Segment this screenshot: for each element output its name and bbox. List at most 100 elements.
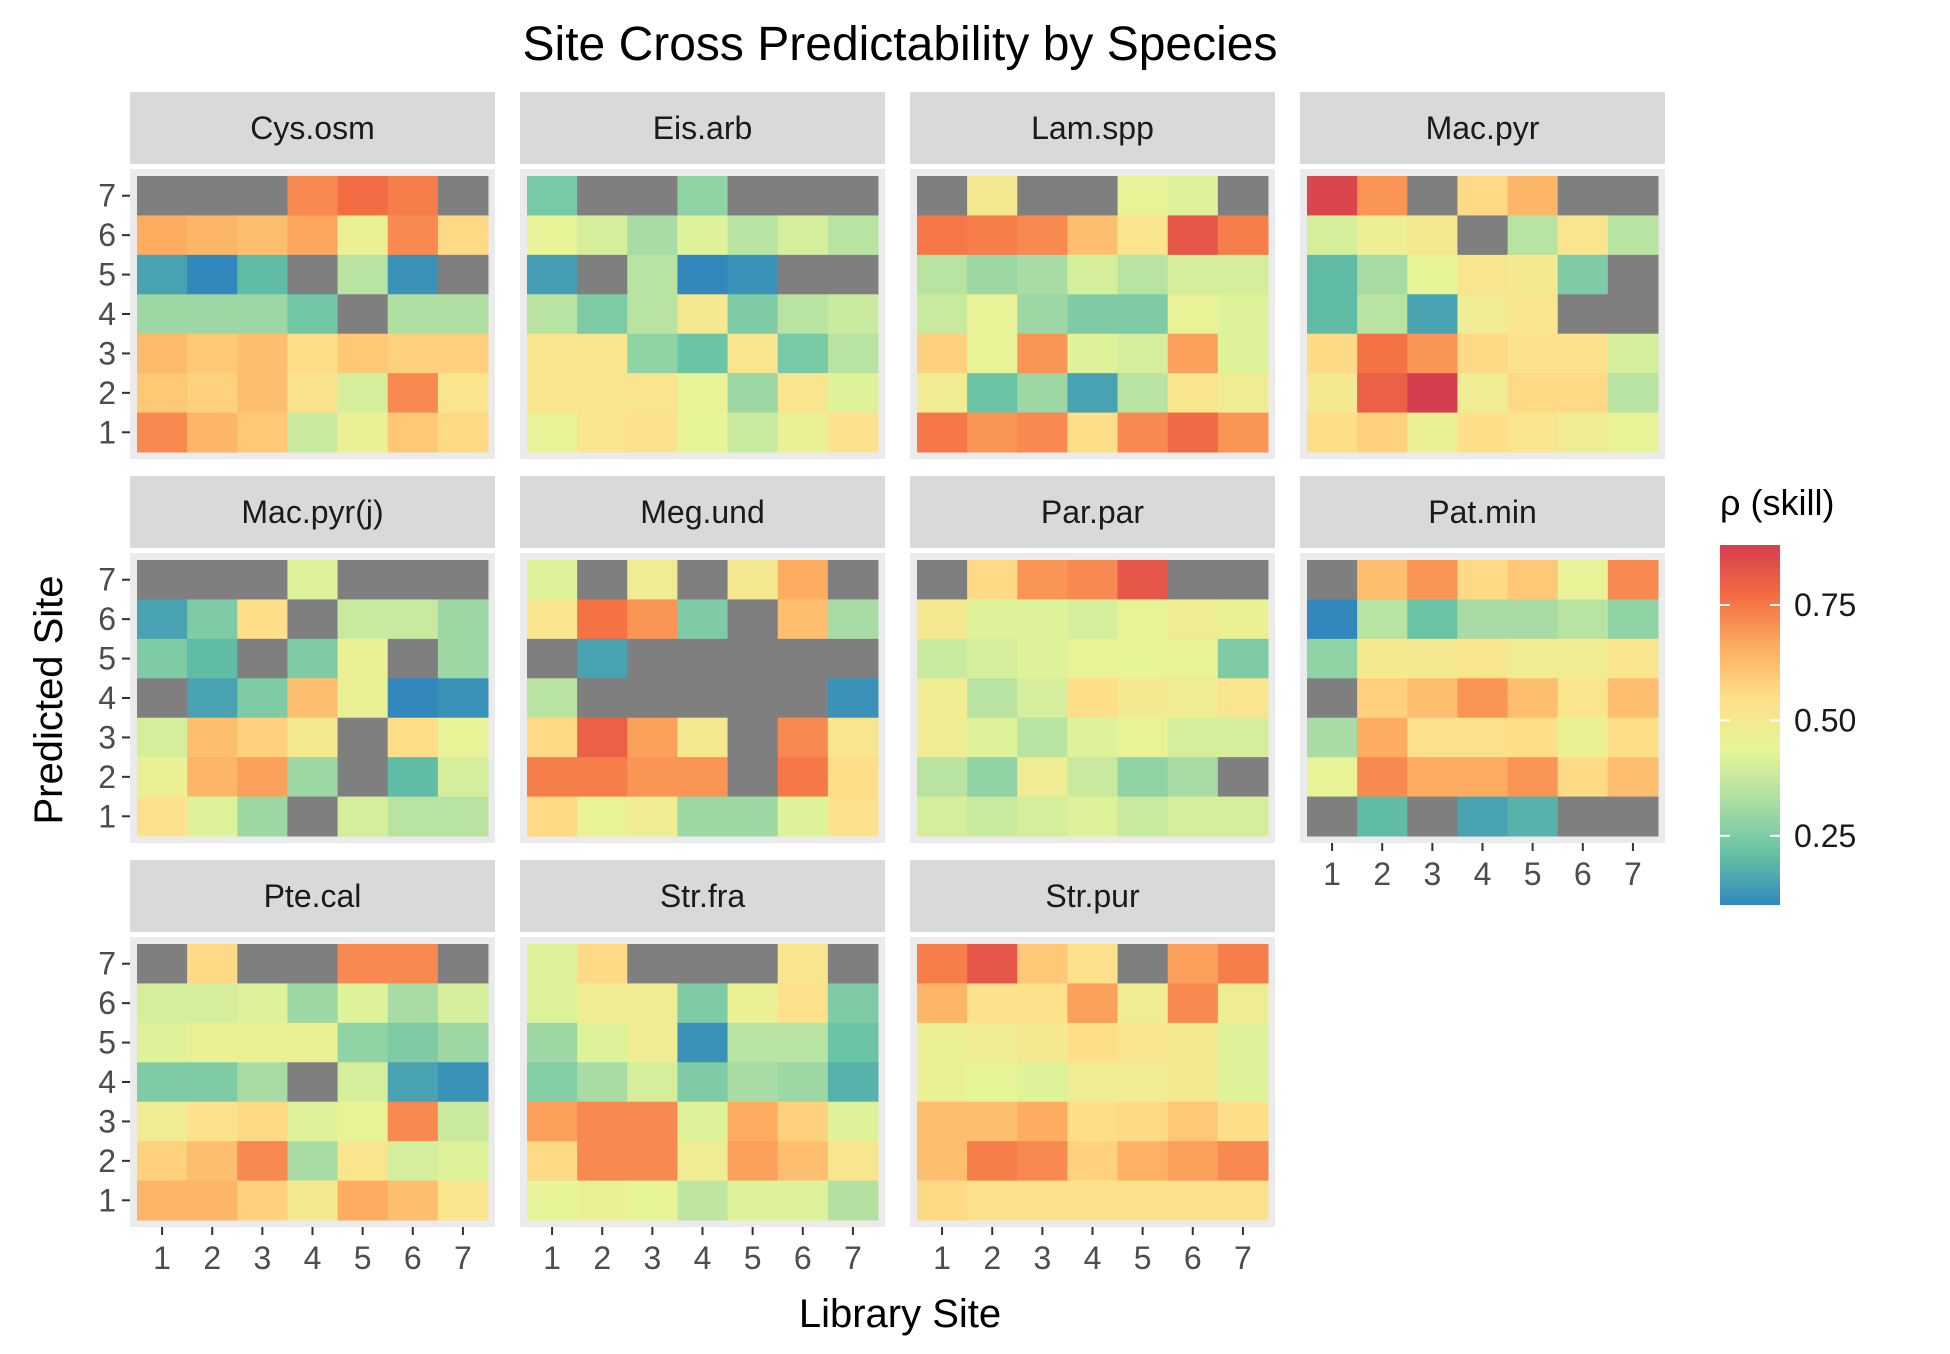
heatmap-cell — [727, 717, 779, 758]
heatmap-cell — [1117, 1101, 1169, 1142]
heatmap-cell — [1117, 1180, 1169, 1221]
heatmap-cell — [1017, 757, 1068, 798]
heatmap-cell — [1117, 599, 1169, 640]
heatmap-cell — [1167, 1141, 1219, 1182]
heatmap-cell — [1557, 638, 1609, 679]
heatmap-cell — [237, 1180, 288, 1221]
heatmap-cell — [917, 638, 968, 679]
heatmap-cell — [527, 944, 578, 984]
heatmap-cell — [1167, 944, 1219, 984]
heatmap-cell — [1067, 678, 1119, 719]
heatmap-cell — [777, 254, 829, 295]
heatmap-cell — [1357, 215, 1408, 256]
heatmap-cell — [777, 373, 829, 414]
heatmap-cell — [727, 796, 779, 837]
heatmap-cell — [967, 944, 1018, 984]
heatmap-cell — [337, 944, 389, 984]
heatmap-cell — [387, 1022, 439, 1063]
facet-panel: Lam.spp — [910, 92, 1275, 459]
heatmap-cell — [1457, 717, 1509, 758]
heatmap-cell — [1067, 638, 1119, 679]
heatmap-cell — [1067, 333, 1119, 374]
heatmap-cell — [337, 757, 389, 798]
heatmap-cell — [1307, 678, 1358, 719]
heatmap-cell — [1217, 757, 1269, 798]
heatmap-cell — [1507, 560, 1559, 600]
heatmap-cell — [337, 717, 389, 758]
heatmap-cell — [727, 1180, 779, 1221]
heatmap-cell — [1117, 1141, 1169, 1182]
heatmap-cell — [137, 796, 188, 837]
heatmap-cell — [627, 944, 678, 984]
legend-tick-label: 0.75 — [1794, 587, 1856, 623]
heatmap-cell — [337, 412, 389, 453]
heatmap-cell — [727, 254, 779, 295]
heatmap-cell — [967, 215, 1018, 256]
heatmap-cell — [387, 294, 439, 335]
heatmap-cell — [577, 254, 628, 295]
heatmap-cell — [627, 176, 678, 216]
heatmap-cell — [287, 599, 339, 640]
heatmap-cell — [967, 333, 1018, 374]
heatmap-cell — [237, 1141, 288, 1182]
heatmap-cell — [1167, 796, 1219, 837]
heatmap-cell — [137, 333, 188, 374]
y-tick-label: 2 — [98, 375, 116, 411]
heatmap-cell — [1167, 1180, 1219, 1221]
heatmap-cell — [1457, 678, 1509, 719]
heatmap-cell — [627, 215, 678, 256]
heatmap-cell — [527, 176, 578, 216]
heatmap-cell — [627, 678, 678, 719]
heatmap-cell — [287, 412, 339, 453]
heatmap-cell — [237, 1022, 288, 1063]
heatmap-cell — [437, 757, 489, 798]
heatmap-cell — [187, 944, 238, 984]
heatmap-cell — [1557, 757, 1609, 798]
heatmap-cell — [1507, 176, 1559, 216]
heatmap-cell — [1217, 944, 1269, 984]
heatmap-cell — [827, 678, 879, 719]
heatmap-cell — [627, 1180, 678, 1221]
heatmap-cell — [387, 599, 439, 640]
heatmap-cell — [627, 796, 678, 837]
heatmap-cell — [437, 1062, 489, 1103]
heatmap-cell — [187, 983, 238, 1024]
heatmap-cell — [1557, 176, 1609, 216]
heatmap-cell — [1507, 254, 1559, 295]
heatmap-cell — [727, 412, 779, 453]
heatmap-cell — [827, 373, 879, 414]
heatmap-cell — [777, 796, 829, 837]
heatmap-cell — [437, 1022, 489, 1063]
heatmap-cell — [137, 1180, 188, 1221]
heatmap-cell — [437, 560, 489, 600]
heatmap-cell — [1217, 373, 1269, 414]
heatmap-cell — [1607, 176, 1659, 216]
heatmap-cell — [677, 796, 729, 837]
heatmap-cell — [1017, 560, 1068, 600]
heatmap-cell — [187, 333, 238, 374]
heatmap-cell — [1017, 678, 1068, 719]
heatmap-cell — [287, 176, 339, 216]
heatmap-cell — [1117, 254, 1169, 295]
heatmap-cell — [1407, 678, 1458, 719]
heatmap-cell — [137, 983, 188, 1024]
heatmap-cell — [387, 176, 439, 216]
heatmap-cell — [1217, 1141, 1269, 1182]
facet-strip-label: Eis.arb — [653, 110, 753, 146]
heatmap-cell — [1507, 333, 1559, 374]
heatmap-cell — [1457, 599, 1509, 640]
heatmap-cell — [237, 678, 288, 719]
heatmap-cell — [287, 333, 339, 374]
heatmap-cell — [1167, 215, 1219, 256]
facet-strip-label: Mac.pyr(j) — [241, 494, 383, 530]
heatmap-cell — [237, 944, 288, 984]
heatmap-cell — [1307, 757, 1358, 798]
heatmap-cell — [1357, 176, 1408, 216]
heatmap-cell — [1067, 560, 1119, 600]
heatmap-cell — [187, 215, 238, 256]
heatmap-cell — [387, 944, 439, 984]
heatmap-cell — [577, 717, 628, 758]
heatmap-cell — [287, 796, 339, 837]
heatmap-cell — [1357, 599, 1408, 640]
x-tick-label: 2 — [1373, 856, 1391, 892]
